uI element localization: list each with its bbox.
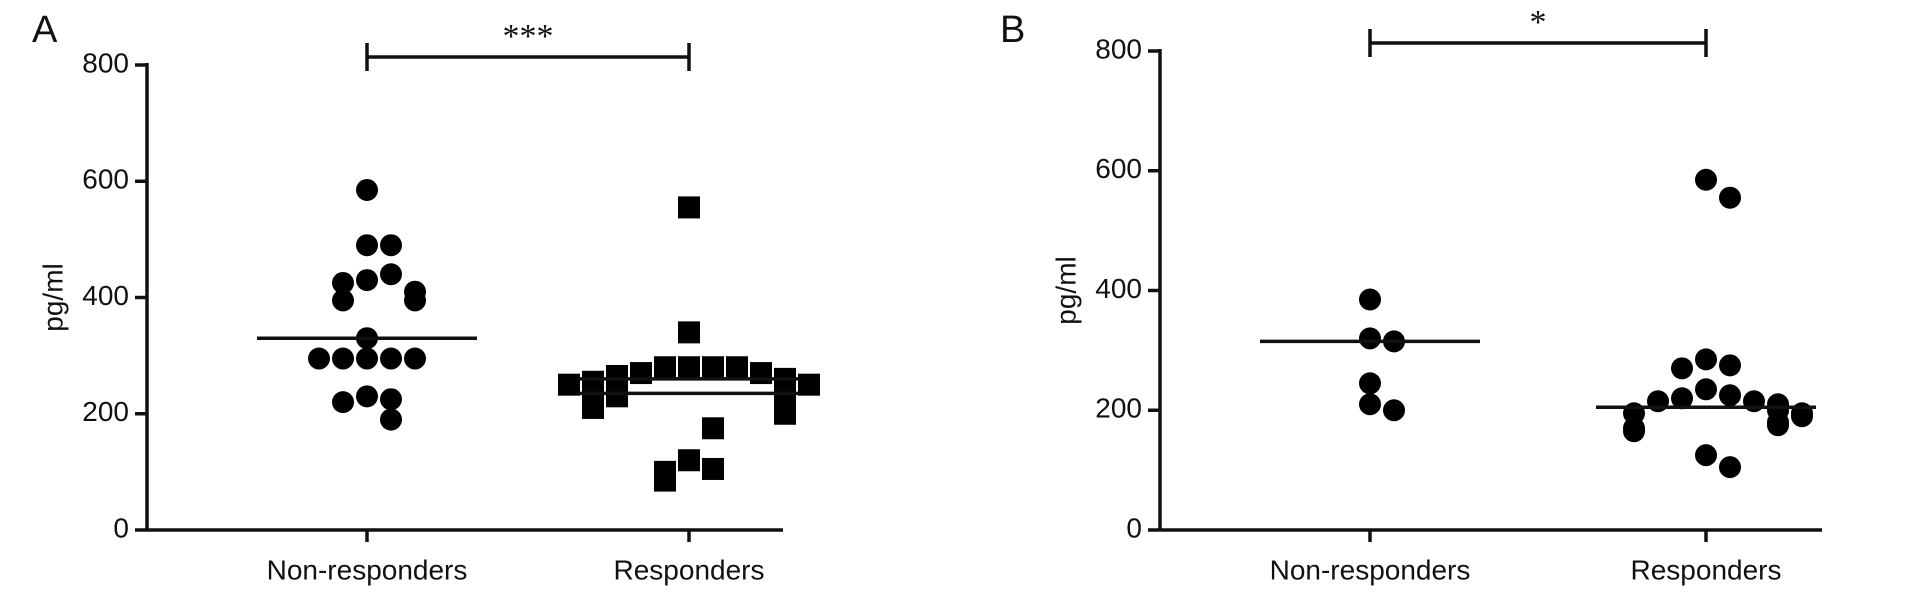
data-point (558, 373, 580, 396)
data-point (702, 356, 724, 379)
significance-label: * (1530, 4, 1547, 41)
data-point (332, 347, 354, 370)
significance-label: *** (503, 18, 554, 55)
data-point (1719, 456, 1741, 479)
data-point (630, 362, 652, 385)
data-point (332, 391, 354, 414)
x-tick-label: Non-responders (267, 554, 468, 585)
data-point (1767, 414, 1789, 437)
data-point (678, 321, 700, 344)
data-point (332, 271, 354, 294)
data-point (1695, 378, 1717, 401)
data-point (654, 469, 676, 492)
data-point (1359, 288, 1381, 311)
panel-label: B (1000, 9, 1025, 51)
data-point (582, 396, 604, 419)
data-point (1695, 348, 1717, 371)
y-tick-label: 0 (1126, 512, 1142, 543)
data-point (582, 370, 604, 393)
data-point (1359, 327, 1381, 350)
data-point (1695, 444, 1717, 467)
y-tick-label: 800 (82, 47, 129, 78)
panel: Bpg/ml 0 200 400 600 800 Non-responders Respond… (1000, 4, 1822, 585)
data-point (356, 178, 378, 201)
panel-label: A (32, 9, 58, 51)
y-tick-label: 200 (82, 396, 129, 427)
x-tick-label: Responders (1631, 554, 1782, 585)
data-point (1383, 399, 1405, 422)
data-point (1359, 393, 1381, 416)
data-point (1695, 168, 1717, 191)
data-point (1671, 387, 1693, 410)
data-point (750, 362, 772, 385)
y-tick-label: 800 (1095, 33, 1142, 64)
data-point (606, 364, 628, 387)
data-point (1719, 384, 1741, 407)
data-point (678, 449, 700, 472)
data-point (356, 385, 378, 408)
data-point (678, 196, 700, 219)
y-tick-label: 0 (113, 512, 129, 543)
y-tick-label: 600 (82, 164, 129, 195)
data-point (404, 347, 426, 370)
panel: Apg/ml 0 200 400 600 800 Non-responders Respond… (32, 9, 820, 585)
data-point (798, 373, 820, 396)
data-point (380, 388, 402, 411)
data-point (1671, 357, 1693, 380)
y-tick-label: 600 (1095, 153, 1142, 184)
data-point (380, 408, 402, 431)
data-point (1719, 186, 1741, 209)
y-axis-label: pg/ml (1050, 256, 1081, 324)
data-point (356, 234, 378, 257)
data-point (702, 457, 724, 480)
data-point (678, 356, 700, 379)
data-point (404, 289, 426, 312)
y-tick-label: 400 (1095, 273, 1142, 304)
data-point (308, 347, 330, 370)
data-point (1719, 354, 1741, 377)
data-point (1791, 405, 1813, 428)
data-point (356, 347, 378, 370)
y-tick-label: 200 (1095, 393, 1142, 424)
data-point (606, 385, 628, 408)
data-point (702, 417, 724, 440)
data-point (356, 269, 378, 292)
data-point (380, 234, 402, 257)
data-point (380, 347, 402, 370)
data-point (726, 356, 748, 379)
data-point (774, 402, 796, 425)
x-tick-label: Responders (614, 554, 765, 585)
data-point (1623, 420, 1645, 443)
y-tick-label: 400 (82, 280, 129, 311)
data-point (1359, 372, 1381, 395)
data-point (380, 263, 402, 286)
data-point (332, 289, 354, 312)
data-point (654, 356, 676, 379)
y-axis-label: pg/ml (37, 263, 68, 331)
x-tick-label: Non-responders (1270, 554, 1471, 585)
